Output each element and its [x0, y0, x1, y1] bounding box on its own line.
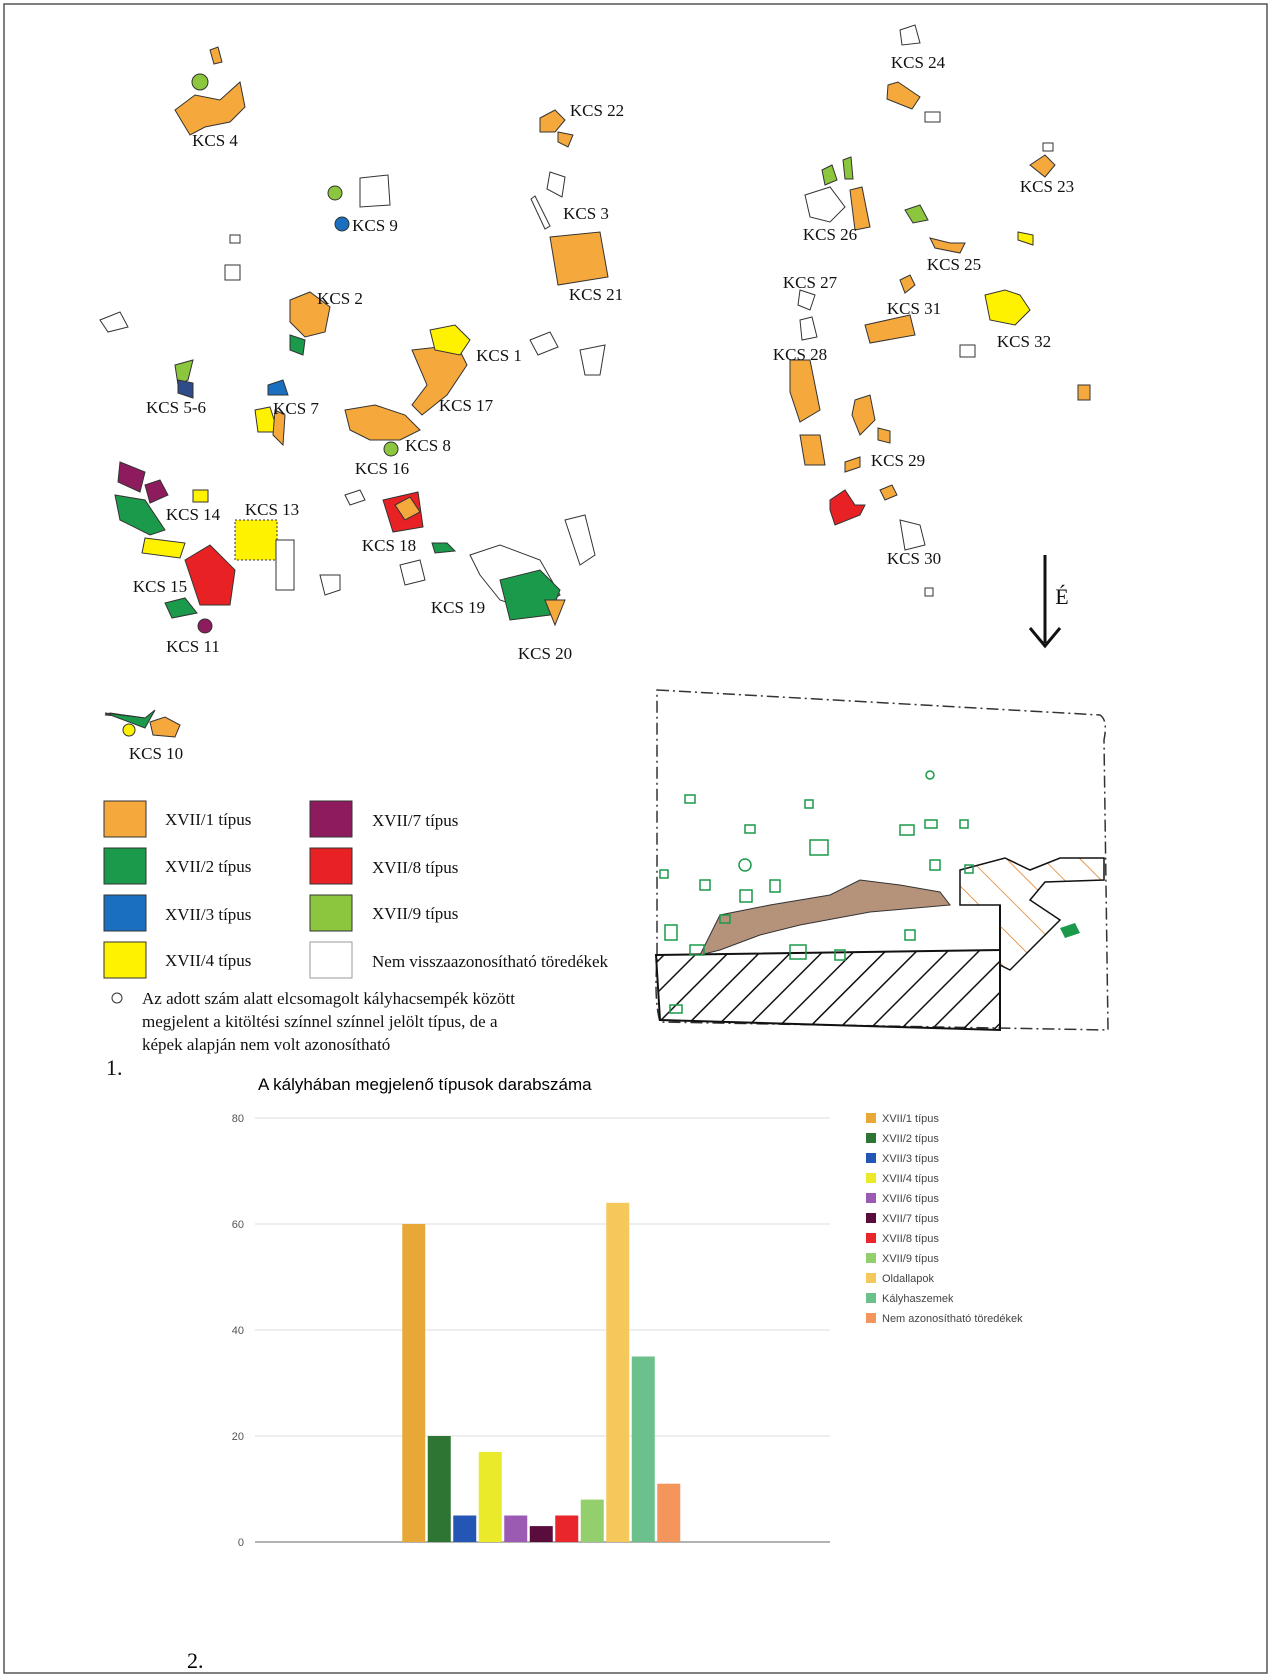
pile-label: KCS 11 — [166, 637, 220, 656]
y-tick-label: 60 — [232, 1219, 244, 1231]
legend-label: XVII/9 típus — [882, 1253, 939, 1265]
legend-swatch — [866, 1113, 876, 1123]
legend-swatches — [103, 800, 353, 979]
bar — [402, 1224, 426, 1542]
bar — [453, 1515, 477, 1542]
pile-label: KCS 24 — [891, 53, 946, 72]
pile-label: KCS 17 — [439, 396, 494, 415]
legend-label: XVII/1 típus — [882, 1113, 939, 1125]
bar — [555, 1515, 579, 1542]
pile-label: KCS 30 — [887, 549, 941, 568]
pile-label: KCS 7 — [273, 399, 319, 418]
pile-label: KCS 16 — [355, 459, 409, 478]
pile-label: KCS 27 — [783, 273, 838, 292]
legend-swatch — [866, 1213, 876, 1223]
pile-label: KCS 13 — [245, 500, 299, 519]
chart-title: A kályhában megjelenő típusok darabszáma — [258, 1075, 592, 1094]
pile-label: KCS 14 — [166, 505, 221, 524]
legend-swatch — [866, 1233, 876, 1243]
pile-label: KCS 23 — [1020, 177, 1074, 196]
legend-label: XVII/6 típus — [882, 1193, 939, 1205]
section-drawing — [654, 689, 1109, 1032]
legend-label: XVII/1 típus — [165, 810, 251, 829]
panel-number: 2. — [187, 1648, 204, 1673]
north-arrow-head — [1028, 627, 1062, 649]
legend-swatch — [866, 1273, 876, 1283]
bar — [529, 1526, 553, 1542]
pile-label: KCS 15 — [133, 577, 187, 596]
bar — [427, 1436, 451, 1542]
legend-label: Kályhaszemek — [882, 1293, 954, 1305]
pile-label: KCS 19 — [431, 598, 485, 617]
bar — [606, 1202, 630, 1542]
pile-label: KCS 1 — [476, 346, 522, 365]
pile-label: KCS 9 — [352, 216, 398, 235]
legend-label: XVII/4 típus — [882, 1173, 939, 1185]
panel-number: 1. — [106, 1055, 123, 1080]
frame — [3, 3, 1268, 1674]
legend-label: XVII/9 típus — [372, 904, 458, 923]
bar — [478, 1451, 502, 1542]
y-tick-label: 0 — [238, 1537, 244, 1549]
pile-label: KCS 21 — [569, 285, 623, 304]
legend-swatch — [866, 1313, 876, 1323]
pile-label: KCS 5-6 — [146, 398, 206, 417]
bar — [657, 1483, 681, 1542]
pile-label: KCS 20 — [518, 644, 572, 663]
note-line: Az adott szám alatt elcsomagolt kályhacs… — [142, 989, 515, 1008]
bar — [631, 1356, 655, 1542]
y-tick-label: 40 — [232, 1325, 244, 1337]
legend-label: Nem azonosítható töredékek — [882, 1313, 1023, 1325]
legend-label: XVII/8 típus — [882, 1233, 939, 1245]
legend-label: XVII/3 típus — [165, 905, 251, 924]
pile-label: KCS 26 — [803, 225, 857, 244]
legend-label: XVII/4 típus — [165, 951, 251, 970]
note-line: megjelent a kitöltési színnel színnel je… — [142, 1012, 498, 1031]
legend-swatch — [866, 1133, 876, 1143]
pile-label: KCS 8 — [405, 436, 451, 455]
legend-label: Nem visszaazonosítható töredékek — [372, 952, 609, 971]
fragments — [99, 24, 1091, 738]
pile-label: KCS 3 — [563, 204, 609, 223]
legend-swatch — [866, 1293, 876, 1303]
north-label: É — [1055, 584, 1068, 609]
pile-label: KCS 28 — [773, 345, 827, 364]
pile-label: KCS 22 — [570, 101, 624, 120]
legend-swatch — [866, 1253, 876, 1263]
pile-label: KCS 25 — [927, 255, 981, 274]
bar-chart: A kályhában megjelenő típusok darabszáma… — [232, 1075, 1023, 1549]
legend-label: XVII/8 típus — [372, 858, 458, 877]
note-line: képek alapján nem volt azonosítható — [142, 1035, 390, 1054]
pile-label: KCS 31 — [887, 299, 941, 318]
pile-label: KCS 10 — [129, 744, 183, 763]
legend-label: XVII/2 típus — [882, 1133, 939, 1145]
legend-swatch — [866, 1173, 876, 1183]
pile-label: KCS 32 — [997, 332, 1051, 351]
legend-label: XVII/7 típus — [372, 811, 458, 830]
legend-swatch — [866, 1153, 876, 1163]
legend-label: XVII/2 típus — [165, 857, 251, 876]
bar — [504, 1515, 528, 1542]
pile-label: KCS 18 — [362, 536, 416, 555]
legend-swatch — [866, 1193, 876, 1203]
legend-label: XVII/3 típus — [882, 1153, 939, 1165]
pile-label: KCS 29 — [871, 451, 925, 470]
pile-label: KCS 2 — [317, 289, 363, 308]
legend-label: XVII/7 típus — [882, 1213, 939, 1225]
note-symbol — [111, 992, 123, 1004]
y-tick-label: 20 — [232, 1431, 244, 1443]
pile-label: KCS 4 — [192, 131, 238, 150]
map: KCS 4 KCS 22 KCS 24 KCS 23 KCS 9 KCS 3 K… — [99, 24, 1109, 1080]
y-tick-label: 80 — [232, 1113, 244, 1125]
bar — [580, 1499, 604, 1542]
legend-label: Oldallapok — [882, 1273, 934, 1285]
